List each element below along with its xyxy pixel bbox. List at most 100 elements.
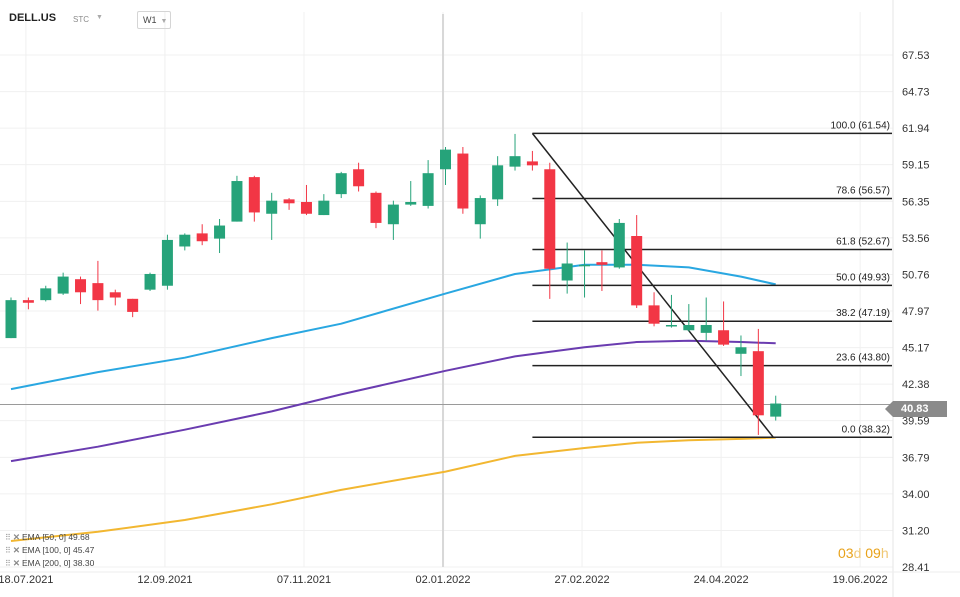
candle-down[interactable]: [283, 199, 295, 204]
x-tick-label: 02.01.2022: [415, 574, 470, 586]
candle-down[interactable]: [300, 201, 312, 214]
candle-down[interactable]: [127, 298, 139, 312]
candle-down[interactable]: [353, 169, 365, 187]
timeframe-value: W1: [143, 15, 157, 25]
fib-level-label: 61.8 (52.67): [836, 236, 890, 247]
countdown-days-unit: d: [853, 545, 862, 561]
candle-up[interactable]: [40, 288, 52, 301]
candle-down[interactable]: [196, 233, 208, 242]
candle-up[interactable]: [214, 225, 226, 239]
candle-countdown: 03d 09h: [838, 545, 889, 561]
candle-up[interactable]: [318, 200, 330, 216]
candle-down[interactable]: [248, 177, 260, 213]
candle-up[interactable]: [57, 276, 69, 294]
grip-icon[interactable]: ⠿: [5, 546, 11, 555]
y-tick-label: 61.94: [902, 123, 930, 135]
chevron-down-icon: ▼: [160, 18, 168, 25]
grip-icon[interactable]: ⠿: [5, 559, 11, 568]
legend-params: [100, 0]: [42, 545, 71, 555]
candle-up[interactable]: [683, 325, 695, 331]
legend-value: 45.47: [73, 545, 95, 555]
candle-up[interactable]: [144, 273, 156, 290]
candle-up[interactable]: [179, 234, 191, 247]
close-icon[interactable]: ✕: [12, 558, 20, 568]
candle-down[interactable]: [631, 236, 643, 306]
grid: [0, 12, 893, 568]
candle-up[interactable]: [266, 200, 278, 214]
candle-down[interactable]: [544, 169, 556, 269]
candle-up[interactable]: [509, 156, 521, 167]
countdown-days: 03: [838, 545, 854, 561]
y-tick-label: 53.56: [902, 233, 930, 245]
y-tick-label: 56.35: [902, 196, 930, 208]
candle-up[interactable]: [770, 403, 782, 417]
fib-level-label: 100.0 (61.54): [831, 120, 891, 131]
countdown-hours: 09: [865, 545, 881, 561]
symbol-label[interactable]: DELL.US: [9, 12, 57, 24]
candle-up[interactable]: [335, 173, 347, 195]
candle-down[interactable]: [752, 351, 764, 416]
candle-down[interactable]: [457, 153, 469, 209]
legend-label: EMA: [21, 532, 40, 542]
fib-level-label: 23.6 (43.80): [836, 353, 890, 364]
candle-up[interactable]: [440, 149, 451, 170]
candle-down[interactable]: [75, 279, 87, 293]
candle-up[interactable]: [492, 165, 504, 200]
legend-ema-100[interactable]: ⠿ ✕ EMA [100, 0] 45.47: [5, 545, 94, 556]
candle-up[interactable]: [735, 347, 747, 354]
candle-up[interactable]: [422, 173, 434, 206]
ema-lines: [10, 263, 776, 542]
x-tick-label: 12.09.2021: [137, 574, 192, 586]
ema-line-200[interactable]: [10, 436, 776, 542]
fib-trend-line[interactable]: [531, 132, 774, 438]
candle-up[interactable]: [5, 300, 17, 339]
y-tick-label: 47.97: [902, 306, 930, 318]
fib-level-label: 0.0 (38.32): [842, 424, 890, 435]
candle-up[interactable]: [405, 201, 417, 205]
x-tick-label: 18.07.2021: [0, 574, 53, 586]
candle-up[interactable]: [665, 325, 677, 327]
candle-up[interactable]: [474, 198, 486, 225]
legend-params: [50, 0]: [42, 532, 66, 542]
y-tick-label: 64.73: [902, 87, 930, 99]
y-tick-label: 45.17: [902, 343, 930, 355]
legend-label: EMA: [21, 545, 40, 555]
candle-up[interactable]: [161, 239, 173, 286]
close-icon[interactable]: ✕: [12, 545, 20, 555]
candle-down[interactable]: [92, 283, 104, 301]
x-tick-label: 27.02.2022: [555, 574, 610, 586]
legend-ema-50[interactable]: ⠿ ✕ EMA [50, 0] 49.68: [5, 532, 90, 543]
y-tick-label: 34.00: [902, 489, 930, 501]
y-tick-label: 39.59: [902, 416, 930, 428]
legend-value: 38.30: [73, 558, 95, 568]
candle-down[interactable]: [370, 192, 382, 223]
candle-down[interactable]: [109, 292, 121, 298]
asset-class-label: STC: [73, 15, 89, 24]
candle-down[interactable]: [718, 330, 730, 345]
candle-down[interactable]: [526, 161, 538, 166]
ema-line-50[interactable]: [10, 263, 776, 391]
candle-up[interactable]: [231, 181, 243, 222]
grip-icon[interactable]: ⠿: [5, 533, 11, 542]
x-tick-label: 07.11.2021: [277, 574, 331, 586]
close-icon[interactable]: ✕: [12, 532, 20, 542]
timeframe-selector[interactable]: W1 ▼: [137, 11, 171, 29]
candle-down[interactable]: [648, 305, 660, 324]
fib-level-label: 38.2 (47.19): [836, 308, 890, 319]
y-tick-label: 50.76: [902, 269, 930, 281]
candle-up[interactable]: [561, 263, 573, 281]
candle-up[interactable]: [700, 325, 712, 333]
y-tick-label: 28.41: [902, 562, 930, 574]
candle-up[interactable]: [387, 204, 399, 225]
ema-line-100[interactable]: [10, 339, 776, 463]
legend-value: 49.68: [68, 532, 90, 542]
chevron-down-icon[interactable]: ▼: [96, 14, 103, 21]
candle-up[interactable]: [579, 264, 591, 267]
y-tick-label: 59.15: [902, 160, 930, 172]
candle-down[interactable]: [22, 300, 34, 303]
legend-ema-200[interactable]: ⠿ ✕ EMA [200, 0] 38.30: [5, 558, 94, 569]
candle-up[interactable]: [613, 222, 625, 268]
x-tick-label: 19.06.2022: [833, 574, 888, 586]
candle-down[interactable]: [596, 262, 608, 265]
